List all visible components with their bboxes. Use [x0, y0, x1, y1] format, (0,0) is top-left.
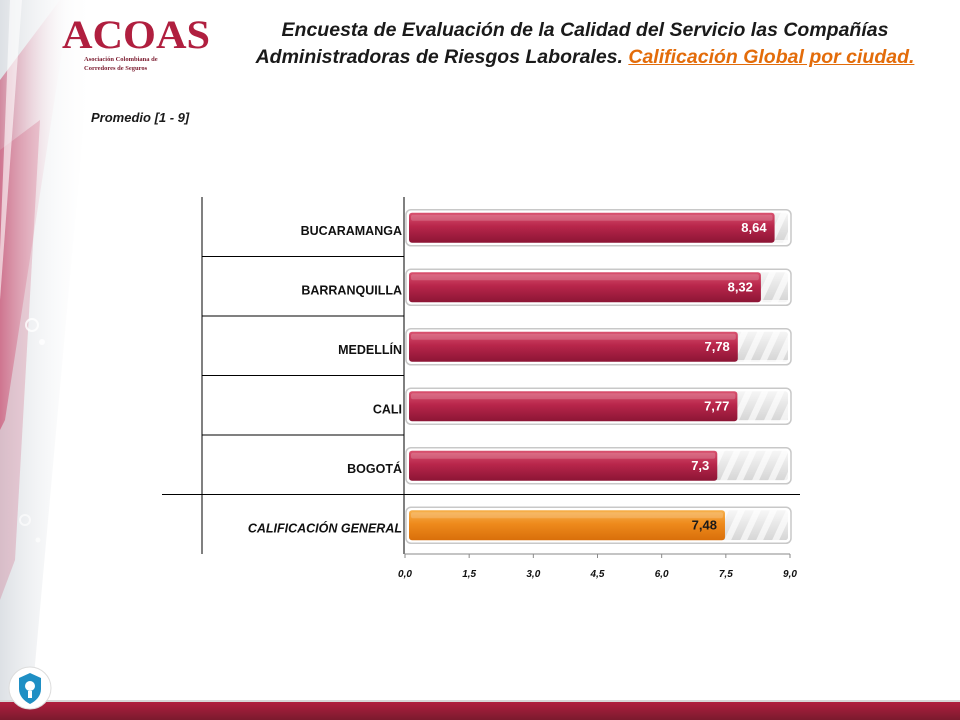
logo-subtitle-1: Asociación Colombiana de	[84, 56, 158, 63]
bar-gloss	[411, 512, 723, 519]
bar-gloss	[411, 333, 736, 340]
logo-subtitle-2: Corredores de Seguros	[84, 65, 148, 72]
bar	[409, 272, 761, 303]
x-tick-label: 0,0	[398, 569, 412, 580]
category-frame: BUCARAMANGA BARRANQUILLA MEDELLÍN CALI BOGOT…	[162, 197, 800, 554]
x-axis: 0,0 1,5 3,0 4,5 6,0 7,5 9,0	[398, 553, 797, 580]
category-label: CALIFICACIÓN GENERAL	[248, 520, 402, 535]
bar-gloss	[411, 214, 773, 221]
data-label: 8,64	[741, 220, 767, 235]
shield-badge-icon	[8, 666, 52, 710]
data-label: 8,32	[728, 279, 753, 294]
page-title-link[interactable]: Calificación Global por ciudad.	[628, 46, 915, 68]
x-tick-label: 4,5	[590, 569, 605, 580]
x-tick-label: 6,0	[655, 569, 669, 580]
logo-wordmark: ACOAS	[62, 12, 210, 57]
bar	[409, 212, 775, 243]
bar-gloss	[411, 393, 736, 400]
bar-group: 8,64 8,32 7,78 7,77 7,3 7,48	[405, 209, 792, 544]
bar-gloss	[411, 274, 759, 281]
category-label: BUCARAMANGA	[301, 224, 402, 238]
page-title-main: Encuesta de Evaluación de la Calidad del…	[255, 19, 889, 68]
data-label: 7,3	[691, 458, 709, 473]
acoas-logo: ACOAS Asociación Colombiana de Corredore…	[62, 12, 210, 72]
data-label: 7,78	[704, 339, 729, 354]
bar	[409, 331, 738, 362]
bar	[409, 391, 738, 422]
bar	[409, 510, 725, 541]
data-label: 7,77	[704, 398, 729, 413]
chart-subtitle: Promedio [1 - 9]	[91, 110, 190, 125]
category-label: BOGOTÁ	[347, 461, 402, 476]
category-label: BARRANQUILLA	[301, 283, 402, 297]
x-tick-label: 9,0	[783, 569, 797, 580]
page-title: Encuesta de Evaluación de la Calidad del…	[225, 17, 945, 71]
x-tick-label: 3,0	[526, 569, 540, 580]
x-tick-label: 1,5	[462, 569, 476, 580]
category-label: MEDELLÍN	[338, 342, 402, 357]
bar-gloss	[411, 452, 716, 459]
bar	[409, 450, 718, 481]
x-tick-label: 7,5	[719, 569, 733, 580]
data-label: 7,48	[692, 517, 717, 532]
category-label: CALI	[373, 402, 402, 416]
